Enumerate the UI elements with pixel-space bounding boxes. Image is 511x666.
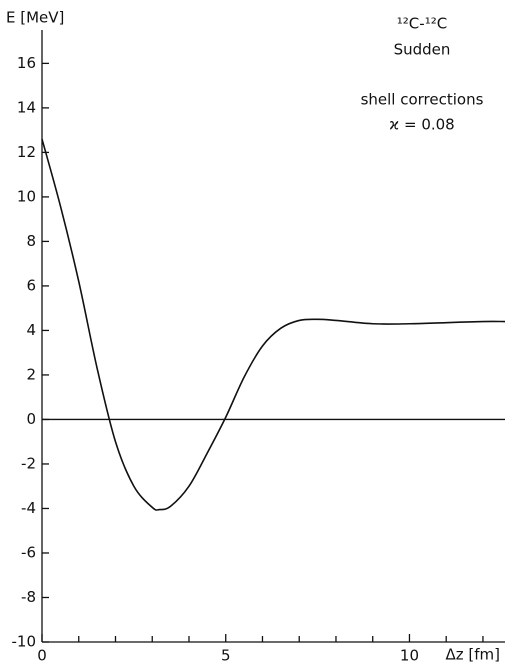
y-tick-label: 16	[17, 54, 36, 72]
y-tick-label: 14	[17, 98, 36, 116]
x-tick-label: 10	[400, 647, 419, 665]
y-tick-label: -2	[21, 454, 36, 472]
x-axis-label: Δz [fm]	[446, 646, 501, 664]
y-tick-label: 8	[26, 232, 36, 250]
y-tick-label: 0	[26, 410, 36, 428]
y-tick-label: 4	[26, 321, 36, 339]
y-tick-label: -4	[21, 499, 36, 517]
curve	[41, 138, 506, 511]
y-tick-label: -10	[12, 633, 37, 651]
y-tick-label: 12	[17, 143, 36, 161]
x-tick-label: 5	[221, 647, 231, 665]
annotation: shell corrections	[361, 91, 484, 109]
y-tick-label: 6	[26, 276, 36, 294]
annotation: ¹²C-¹²C	[397, 15, 447, 33]
y-tick-label: -8	[21, 588, 36, 606]
annotation: Sudden	[394, 41, 451, 59]
y-tick-label: 2	[26, 365, 36, 383]
x-tick-label: 0	[37, 647, 47, 665]
y-tick-label: -6	[21, 543, 36, 561]
annotation: ϰ = 0.08	[389, 116, 454, 134]
y-tick-label: 10	[17, 187, 36, 205]
y-axis-label: E [MeV]	[6, 9, 64, 27]
